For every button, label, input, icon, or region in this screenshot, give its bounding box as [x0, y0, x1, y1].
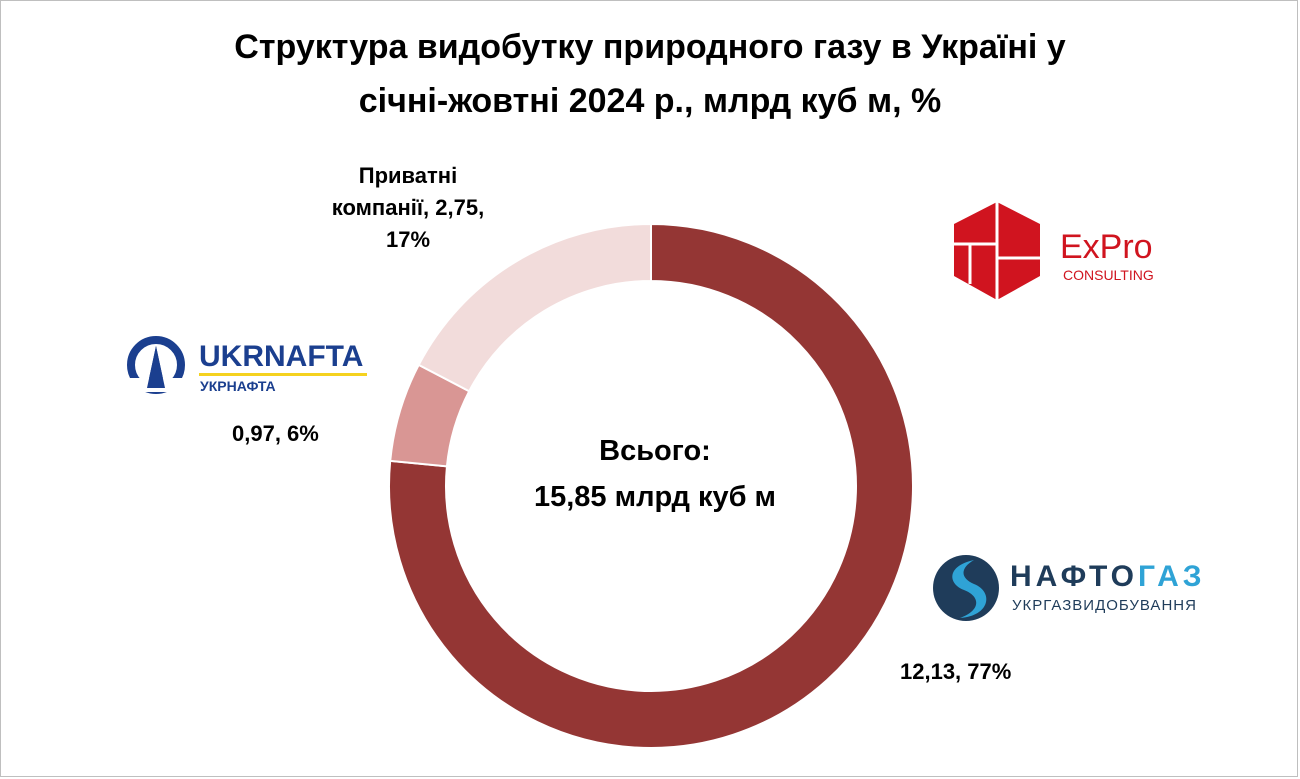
expro-logo-subtext: CONSULTING [1063, 267, 1154, 283]
naftogaz-logo-text: НАФТОГАЗ [1010, 560, 1206, 593]
data-label-naftogaz: 12,13, 77% [900, 659, 1012, 684]
ukrnafta-logo: UKRNAFTA УКРНАФТА [125, 336, 367, 394]
expro-logo: ExPro CONSULTING [954, 202, 1154, 300]
data-label-ukrnafta: 0,97, 6% [232, 421, 319, 446]
chart-title-line-2: січні-жовтні 2024 р., млрд куб м, % [358, 82, 942, 120]
ukrnafta-logo-text: UKRNAFTA [199, 340, 363, 373]
ukrnafta-logo-underline [199, 373, 367, 376]
naftogaz-logo-subtext: УКРГАЗВИДОБУВАННЯ [1012, 597, 1197, 614]
chart-title-line-1: Структура видобутку природного газу в Ук… [234, 28, 1066, 66]
donut-slice-2 [417, 222, 652, 393]
naftogaz-logo: НАФТОГАЗ УКРГАЗВИДОБУВАННЯ [933, 555, 1206, 621]
donut-center-label: Всього: 15,85 млрд куб м [505, 428, 805, 520]
data-label-private-line-2: компанії, 2,75, [331, 195, 485, 220]
donut-slice-0 [388, 222, 914, 749]
data-label-private-line-3: 17% [385, 227, 431, 252]
expro-logo-text: ExPro [1060, 228, 1153, 266]
center-label-line-2: 15,85 млрд куб м [533, 481, 777, 513]
chart-title: Структура видобутку природного газу в Ук… [0, 20, 1300, 128]
data-label-private: Приватні компанії, 2,75, 17% [318, 160, 498, 256]
ukrnafta-logo-subtext: УКРНАФТА [200, 378, 276, 394]
data-label-private-line-1: Приватні [358, 163, 458, 188]
center-label-line-1: Всього: [599, 435, 711, 467]
